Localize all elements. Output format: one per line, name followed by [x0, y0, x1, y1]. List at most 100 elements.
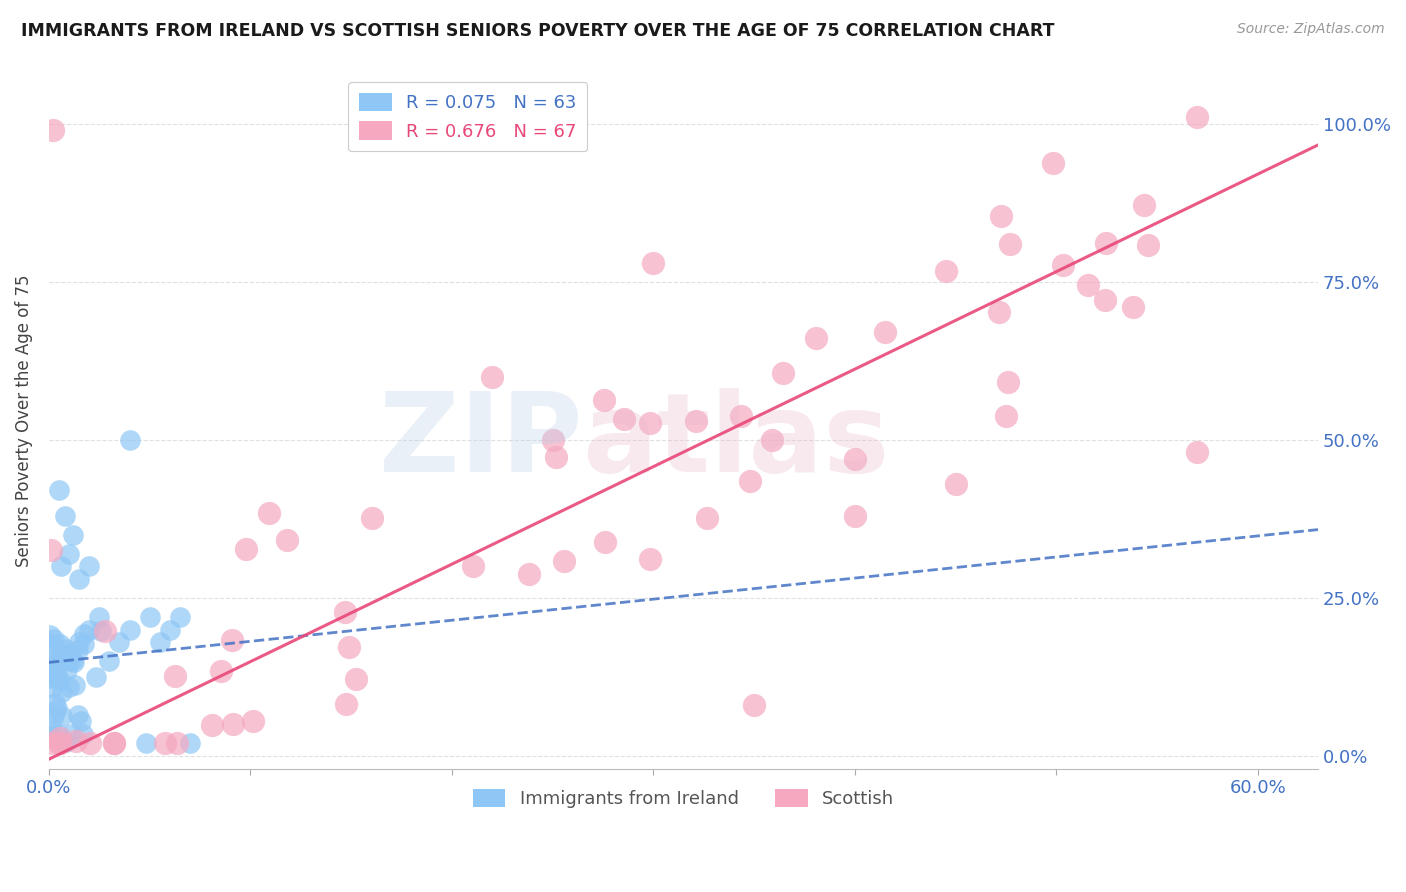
- Text: Source: ZipAtlas.com: Source: ZipAtlas.com: [1237, 22, 1385, 37]
- Point: [45, 670, 67, 684]
- Point: [987, 304, 1010, 318]
- Point: [165, 668, 187, 682]
- Point: [118, 433, 141, 447]
- Point: [945, 477, 967, 491]
- Point: [1000, 236, 1022, 251]
- Point: [51, 654, 73, 668]
- Y-axis label: Seniors Poverty Over the Age of 75: Seniors Poverty Over the Age of 75: [15, 275, 32, 567]
- Point: [52, 648, 75, 663]
- Point: [517, 567, 540, 582]
- Point: [79, 736, 101, 750]
- Point: [361, 510, 384, 524]
- Point: [159, 623, 181, 637]
- Point: [44, 696, 66, 710]
- Point: [58, 680, 80, 694]
- Point: [169, 610, 191, 624]
- Point: [546, 450, 568, 465]
- Point: [257, 506, 280, 520]
- Point: [638, 551, 661, 566]
- Text: IMMIGRANTS FROM IRELAND VS SCOTTISH SENIORS POVERTY OVER THE AGE OF 75 CORRELATI: IMMIGRANTS FROM IRELAND VS SCOTTISH SENI…: [21, 22, 1054, 40]
- Point: [335, 605, 357, 619]
- Point: [276, 533, 298, 547]
- Point: [935, 264, 957, 278]
- Point: [149, 635, 172, 649]
- Point: [108, 635, 131, 649]
- Point: [595, 535, 617, 549]
- Point: [995, 409, 1018, 423]
- Point: [59, 727, 82, 741]
- Point: [77, 559, 100, 574]
- Point: [67, 642, 90, 657]
- Point: [73, 637, 96, 651]
- Point: [77, 623, 100, 637]
- Point: [242, 714, 264, 728]
- Point: [48, 637, 70, 651]
- Point: [39, 655, 62, 669]
- Point: [58, 547, 80, 561]
- Point: [696, 511, 718, 525]
- Point: [742, 698, 765, 713]
- Point: [41, 711, 63, 725]
- Point: [592, 392, 614, 407]
- Point: [1137, 238, 1160, 252]
- Point: [153, 736, 176, 750]
- Point: [873, 325, 896, 339]
- Point: [41, 681, 63, 695]
- Point: [738, 475, 761, 489]
- Point: [66, 708, 89, 723]
- Text: ZIP: ZIP: [378, 388, 582, 495]
- Point: [481, 369, 503, 384]
- Point: [56, 664, 79, 678]
- Point: [70, 714, 93, 728]
- Point: [463, 558, 485, 573]
- Point: [72, 727, 94, 741]
- Point: [1077, 277, 1099, 292]
- Point: [1122, 300, 1144, 314]
- Point: [1095, 236, 1118, 251]
- Point: [730, 409, 752, 424]
- Point: [51, 709, 73, 723]
- Point: [201, 718, 224, 732]
- Point: [55, 734, 77, 748]
- Point: [62, 653, 84, 667]
- Point: [67, 572, 90, 586]
- Point: [73, 627, 96, 641]
- Point: [844, 451, 866, 466]
- Point: [1187, 445, 1209, 459]
- Text: atlas: atlas: [582, 388, 890, 495]
- Point: [39, 628, 62, 642]
- Point: [553, 554, 575, 568]
- Point: [135, 736, 157, 750]
- Point: [235, 541, 257, 556]
- Point: [94, 624, 117, 639]
- Point: [55, 641, 77, 656]
- Point: [339, 640, 361, 654]
- Point: [39, 636, 62, 650]
- Point: [44, 632, 66, 646]
- Point: [118, 623, 141, 637]
- Point: [179, 736, 201, 750]
- Point: [89, 610, 111, 624]
- Point: [39, 724, 62, 739]
- Point: [221, 632, 243, 647]
- Point: [48, 671, 70, 685]
- Point: [1187, 110, 1209, 124]
- Point: [1132, 198, 1154, 212]
- Point: [42, 123, 65, 137]
- Point: [48, 673, 70, 687]
- Point: [844, 508, 866, 523]
- Point: [67, 635, 90, 649]
- Point: [541, 433, 564, 447]
- Point: [62, 527, 84, 541]
- Point: [48, 483, 70, 498]
- Point: [761, 433, 783, 447]
- Point: [49, 736, 72, 750]
- Point: [65, 733, 87, 747]
- Point: [335, 697, 357, 711]
- Point: [990, 209, 1012, 223]
- Point: [685, 414, 707, 428]
- Point: [58, 654, 80, 668]
- Point: [39, 543, 62, 558]
- Point: [209, 664, 232, 678]
- Point: [1094, 293, 1116, 307]
